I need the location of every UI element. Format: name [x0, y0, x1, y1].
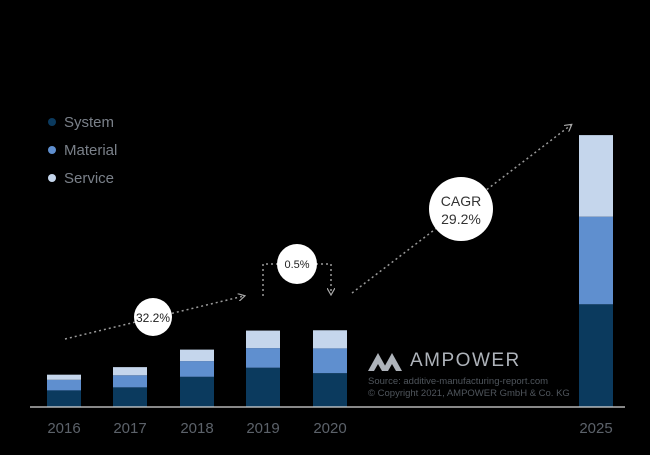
bar-2019-material: [246, 348, 280, 368]
bar-2020-system: [313, 373, 347, 407]
legend-label-system: System: [64, 113, 115, 131]
x-tick-label-2020: 2020: [313, 420, 346, 437]
bar-2016-material: [47, 379, 81, 391]
legend-label-material: Material: [64, 141, 118, 159]
x-tick-label-2019: 2019: [246, 420, 279, 437]
bar-2025-material: [579, 216, 613, 305]
bar-2016-system: [47, 390, 81, 407]
bar-2019-system: [246, 367, 280, 407]
x-tick-label-2016: 2016: [47, 420, 80, 437]
growth-label-bubble-1: [134, 298, 172, 336]
growth-label-bubble-3: [429, 177, 493, 241]
bar-2016-service: [47, 374, 81, 380]
legend: System Material Service: [48, 108, 117, 192]
ampower-logo-icon: [368, 353, 402, 371]
legend-swatch-material: [48, 146, 56, 154]
x-tick-label-2017: 2017: [113, 420, 146, 437]
bar-2019-service: [246, 330, 280, 349]
source-line: Source: additive-manufacturing-report.co…: [368, 376, 549, 387]
growth-label-3-line-2: 29.2%: [441, 211, 481, 227]
bar-2017-system: [113, 387, 147, 407]
legend-item-material: Material: [48, 136, 117, 164]
x-tick-label-2025: 2025: [579, 420, 612, 437]
bars-layer: [47, 135, 613, 407]
legend-item-service: Service: [48, 164, 117, 192]
x-tick-labels: 2016 2017 2018 2019 2020 2025: [47, 420, 612, 437]
bar-2018-material: [180, 361, 214, 377]
bar-2025-service: [579, 135, 613, 217]
bar-2017-service: [113, 367, 147, 376]
brand-block: AMPOWER: [368, 350, 521, 372]
growth-label-1: 32.2%: [136, 311, 170, 325]
source-note: Source: additive-manufacturing-report.co…: [368, 376, 570, 400]
growth-label-bubble-2: [277, 244, 317, 284]
legend-swatch-system: [48, 118, 56, 126]
copyright-line: © Copyright 2021, AMPOWER GmbH & Co. KG: [368, 388, 570, 399]
growth-label-2: 0.5%: [284, 259, 309, 271]
growth-arrow-line-3: [351, 125, 571, 294]
x-tick-label-2018: 2018: [180, 420, 213, 437]
bar-2018-system: [180, 376, 214, 407]
legend-swatch-service: [48, 174, 56, 182]
bar-2025-system: [579, 304, 613, 407]
legend-label-service: Service: [64, 169, 115, 187]
growth-arrow-line-1: [64, 296, 244, 340]
bar-2018-service: [180, 349, 214, 362]
bar-2017-material: [113, 375, 147, 388]
legend-item-system: System: [48, 108, 117, 136]
bar-2020-service: [313, 330, 347, 349]
brand-name: AMPOWER: [410, 350, 521, 371]
bar-2020-material: [313, 348, 347, 374]
growth-label-3-line-1: CAGR: [441, 193, 481, 209]
